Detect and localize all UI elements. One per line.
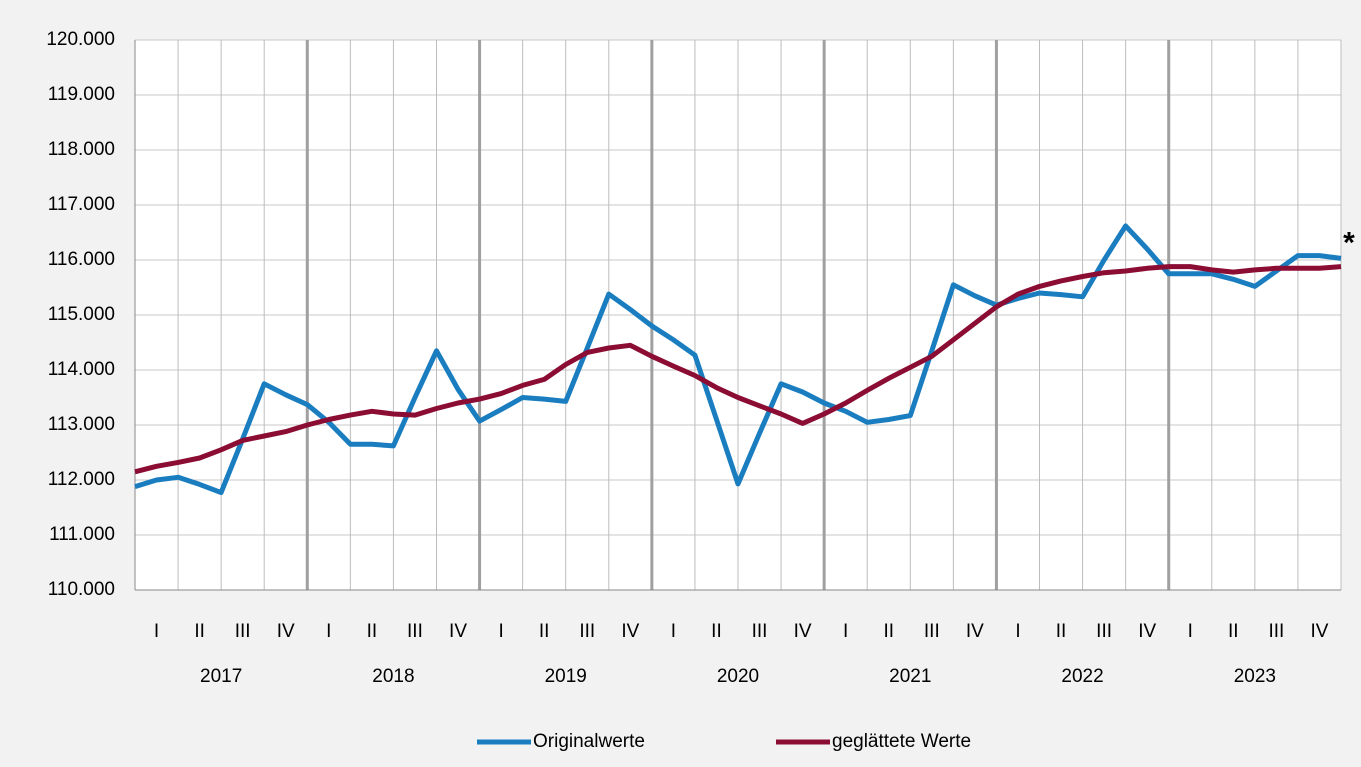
x-tick-label: I	[1015, 621, 1020, 642]
x-tick-label: III	[752, 621, 768, 642]
x-tick-label: IV	[621, 621, 639, 642]
x-tick-label: III	[235, 621, 251, 642]
year-label: 2019	[545, 666, 587, 687]
x-tick-label: II	[883, 621, 894, 642]
year-label: 2018	[372, 666, 414, 687]
x-tick-label: IV	[449, 621, 467, 642]
annotation: *	[1343, 226, 1355, 259]
year-label: 2023	[1234, 666, 1276, 687]
legend-label: Originalwerte	[533, 731, 645, 752]
legend-label: geglättete Werte	[832, 731, 971, 752]
x-tick-label: I	[498, 621, 503, 642]
x-tick-label: II	[711, 621, 722, 642]
y-tick-label: 110.000	[48, 579, 115, 600]
y-tick-label: 111.000	[49, 524, 115, 545]
y-tick-label: 115.000	[48, 304, 115, 325]
x-tick-label: III	[924, 621, 940, 642]
x-tick-label: III	[579, 621, 595, 642]
year-label: 2017	[200, 666, 242, 687]
x-tick-label: II	[1228, 621, 1239, 642]
x-tick-label: I	[843, 621, 848, 642]
x-tick-label: IV	[794, 621, 812, 642]
x-tick-label: I	[671, 621, 676, 642]
y-tick-label: 113.000	[48, 414, 115, 435]
year-label: 2020	[717, 666, 759, 687]
y-tick-label: 119.000	[48, 84, 115, 105]
x-tick-label: IV	[1310, 621, 1328, 642]
x-tick-label: II	[194, 621, 205, 642]
y-tick-label: 120.000	[46, 29, 115, 50]
year-label: 2022	[1061, 666, 1103, 687]
x-tick-label: I	[1188, 621, 1193, 642]
x-tick-label: IV	[277, 621, 295, 642]
x-tick-label: II	[1056, 621, 1067, 642]
y-tick-label: 112.000	[48, 469, 115, 490]
x-tick-label: III	[1268, 621, 1284, 642]
x-tick-label: II	[367, 621, 378, 642]
x-tick-label: I	[154, 621, 159, 642]
x-tick-label: I	[326, 621, 331, 642]
y-tick-label: 116.000	[48, 249, 115, 270]
x-tick-label: III	[407, 621, 423, 642]
year-label: 2021	[889, 666, 931, 687]
x-tick-label: III	[1096, 621, 1112, 642]
x-tick-label: IV	[966, 621, 984, 642]
series-line	[134, 264, 1342, 475]
y-tick-label: 117.000	[48, 194, 115, 215]
series-line	[134, 223, 1342, 496]
x-tick-label: IV	[1138, 621, 1156, 642]
y-tick-label: 118.000	[48, 139, 115, 160]
x-tick-label: II	[539, 621, 550, 642]
y-tick-label: 114.000	[48, 359, 115, 380]
